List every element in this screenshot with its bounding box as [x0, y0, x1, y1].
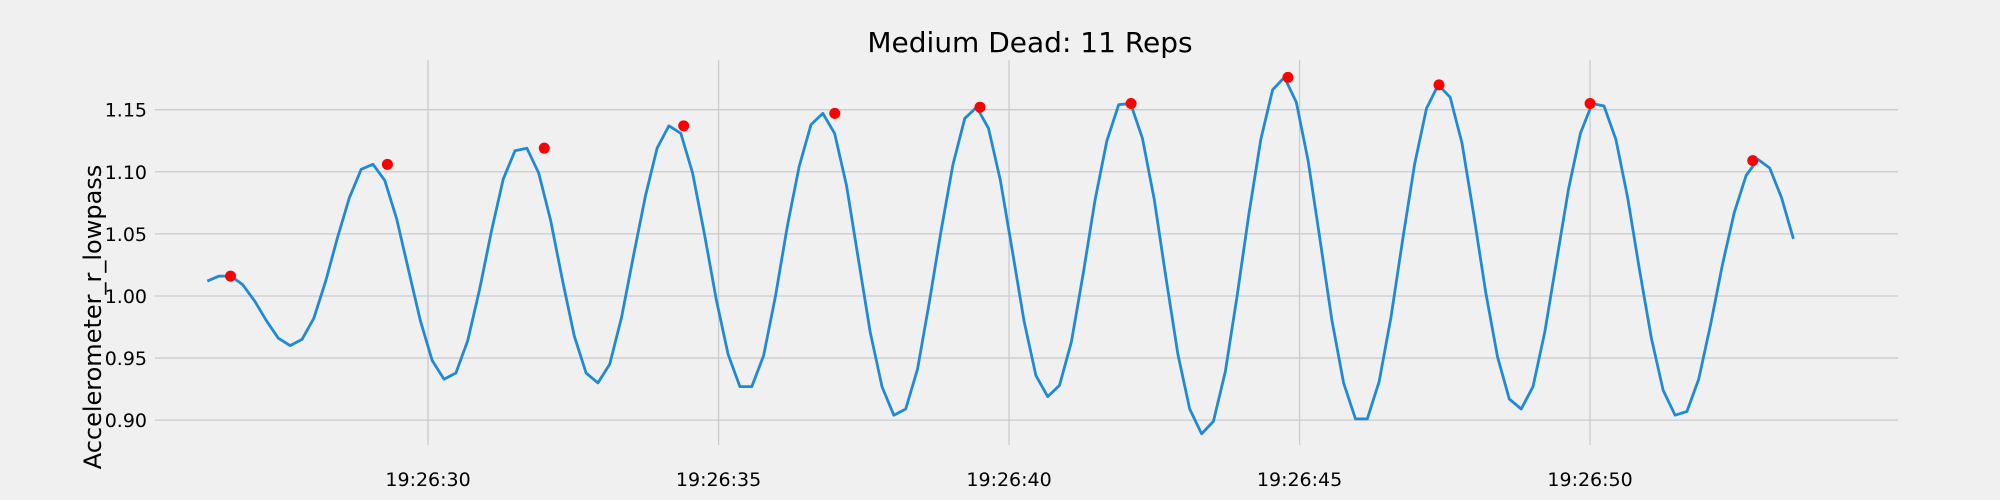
- peak-marker: [829, 107, 841, 119]
- y-tick-label: 0.95: [105, 348, 147, 370]
- peak-marker: [678, 120, 690, 132]
- x-tick-label: 19:26:50: [1547, 469, 1632, 491]
- y-axis-label: Accelerometer_r_lowpass: [79, 165, 107, 470]
- peak-marker: [381, 158, 393, 170]
- peak-marker: [974, 101, 986, 113]
- data-layer: [206, 71, 1795, 436]
- y-tick-label: 1.10: [105, 162, 147, 184]
- peak-marker: [1125, 97, 1137, 109]
- peak-marker: [1282, 71, 1294, 83]
- tick-labels: 0.90 0.95 1.00 1.05 1.10 1.15 19:26:30 19:26:35…: [105, 100, 1633, 491]
- peak-marker: [1584, 97, 1596, 109]
- signal-line: [206, 76, 1795, 436]
- grid-layer: [155, 60, 1898, 445]
- y-tick-label: 1.00: [105, 286, 147, 308]
- peak-marker: [225, 270, 237, 282]
- y-tick-label: 1.05: [105, 224, 147, 246]
- x-tick-label: 19:26:35: [676, 469, 761, 491]
- x-tick-label: 19:26:40: [966, 469, 1051, 491]
- x-tick-label: 19:26:45: [1257, 469, 1342, 491]
- y-tick-label: 1.15: [105, 100, 147, 122]
- y-tick-label: 0.90: [105, 410, 147, 432]
- chart-title: Medium Dead: 11 Reps: [867, 26, 1192, 59]
- peak-marker: [1747, 155, 1759, 167]
- peak-marker: [538, 142, 550, 154]
- peak-marker: [1433, 79, 1445, 91]
- x-tick-label: 19:26:30: [385, 469, 470, 491]
